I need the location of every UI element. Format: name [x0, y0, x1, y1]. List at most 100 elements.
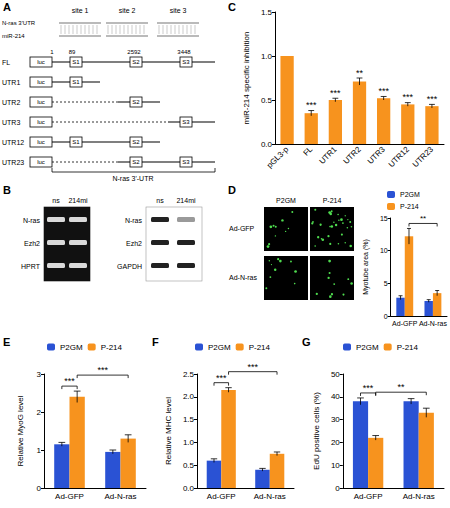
svg-text:UTR1: UTR1: [2, 79, 20, 86]
svg-text:Ad-GFP: Ad-GFP: [392, 320, 418, 327]
svg-text:FL: FL: [301, 144, 314, 157]
svg-text:10: 10: [380, 247, 388, 254]
svg-text:S1: S1: [72, 139, 80, 145]
svg-text:P-214: P-214: [397, 343, 419, 352]
svg-text:***: ***: [306, 100, 317, 110]
svg-text:1.0: 1.0: [261, 52, 273, 61]
svg-text:Ad-GFP: Ad-GFP: [207, 492, 236, 501]
svg-text:10: 10: [331, 461, 340, 470]
svg-text:UTR12: UTR12: [2, 139, 24, 146]
svg-text:89: 89: [69, 49, 76, 55]
svg-text:S3: S3: [182, 159, 190, 165]
svg-text:site 2: site 2: [119, 7, 136, 14]
svg-text:UTR2: UTR2: [342, 144, 364, 166]
svg-text:5: 5: [384, 280, 388, 287]
svg-text:HPRT: HPRT: [21, 263, 41, 270]
svg-text:UTR3: UTR3: [366, 144, 388, 166]
svg-text:pGL3-p: pGL3-p: [265, 144, 291, 170]
svg-text:Ad-N-ras: Ad-N-ras: [104, 492, 136, 501]
svg-text:luc: luc: [37, 79, 45, 85]
svg-text:30: 30: [331, 415, 340, 424]
svg-text:Ad-N-ras: Ad-N-ras: [419, 320, 448, 327]
svg-text:F: F: [152, 336, 159, 348]
svg-text:N-ras: N-ras: [125, 217, 143, 224]
svg-text:E: E: [3, 336, 10, 348]
svg-text:**: **: [420, 214, 426, 223]
svg-text:1: 1: [37, 446, 42, 455]
svg-text:S3: S3: [182, 119, 190, 125]
svg-text:Ad-N-ras: Ad-N-ras: [254, 492, 286, 501]
svg-text:B: B: [3, 184, 11, 196]
svg-text:3: 3: [37, 370, 42, 379]
svg-text:20: 20: [331, 438, 340, 447]
svg-text:Ad-GFP: Ad-GFP: [229, 225, 255, 232]
svg-text:P-214: P-214: [400, 203, 419, 210]
svg-text:A: A: [3, 1, 11, 13]
svg-text:***: ***: [363, 383, 374, 393]
svg-text:D: D: [228, 184, 236, 196]
svg-text:***: ***: [64, 376, 75, 386]
svg-text:S1: S1: [72, 59, 80, 65]
svg-text:miR-214 specific inhibition: miR-214 specific inhibition: [242, 32, 251, 125]
svg-text:miR-214: miR-214: [2, 33, 25, 39]
svg-text:214mi: 214mi: [68, 197, 88, 204]
svg-text:P2GM: P2GM: [60, 343, 83, 352]
svg-text:0.5: 0.5: [261, 96, 273, 105]
svg-text:P2GM: P2GM: [400, 191, 420, 198]
svg-text:luc: luc: [37, 159, 45, 165]
svg-text:***: ***: [330, 88, 341, 98]
svg-text:P-214: P-214: [249, 343, 271, 352]
svg-text:S2: S2: [132, 139, 140, 145]
svg-text:FL: FL: [2, 59, 10, 66]
svg-text:ns: ns: [52, 197, 60, 204]
svg-text:Relative MHC level: Relative MHC level: [164, 397, 173, 465]
svg-text:40: 40: [331, 392, 340, 401]
svg-text:UTR2: UTR2: [2, 99, 20, 106]
svg-text:**: **: [397, 382, 405, 392]
svg-text:***: ***: [216, 373, 227, 383]
svg-text:P2GM: P2GM: [356, 343, 379, 352]
svg-text:P2GM: P2GM: [276, 197, 296, 204]
svg-text:site 3: site 3: [170, 7, 187, 14]
svg-text:luc: luc: [37, 59, 45, 65]
svg-text:Myotube area (%): Myotube area (%): [362, 239, 370, 295]
svg-text:luc: luc: [37, 119, 45, 125]
svg-text:3448: 3448: [177, 49, 191, 55]
svg-text:0.5: 0.5: [183, 461, 195, 470]
svg-text:site 1: site 1: [72, 7, 89, 14]
svg-text:Ezh2: Ezh2: [24, 240, 40, 247]
svg-text:Relative MyoG level: Relative MyoG level: [16, 395, 25, 466]
svg-text:Ad-GFP: Ad-GFP: [354, 492, 383, 501]
svg-text:S3: S3: [182, 59, 190, 65]
svg-text:2.5: 2.5: [183, 370, 195, 379]
svg-text:0: 0: [37, 484, 42, 493]
svg-text:0.0: 0.0: [183, 484, 195, 493]
svg-text:1.5: 1.5: [261, 8, 273, 17]
svg-text:G: G: [302, 336, 311, 348]
svg-text:luc: luc: [37, 139, 45, 145]
svg-text:Ad-GFP: Ad-GFP: [55, 492, 84, 501]
svg-text:S2: S2: [132, 159, 140, 165]
svg-text:1.5: 1.5: [183, 415, 195, 424]
svg-text:2.0: 2.0: [183, 392, 195, 401]
svg-text:GAPDH: GAPDH: [117, 263, 142, 270]
svg-text:0.0: 0.0: [261, 140, 273, 149]
svg-text:**: **: [356, 68, 364, 78]
svg-text:C: C: [228, 1, 236, 13]
svg-text:UTR23: UTR23: [2, 159, 24, 166]
svg-text:214mi: 214mi: [176, 197, 196, 204]
svg-text:Ad-N-ras: Ad-N-ras: [229, 274, 258, 281]
svg-text:S2: S2: [132, 99, 140, 105]
svg-text:***: ***: [248, 362, 259, 372]
svg-text:***: ***: [97, 365, 108, 375]
svg-text:Ezh2: Ezh2: [126, 240, 142, 247]
svg-text:***: ***: [378, 86, 389, 96]
svg-text:UTR12: UTR12: [387, 144, 412, 169]
svg-text:UTR1: UTR1: [317, 144, 339, 166]
svg-text:N-ras 3'-UTR: N-ras 3'-UTR: [112, 175, 153, 182]
svg-text:1.0: 1.0: [183, 438, 195, 447]
svg-text:50: 50: [331, 370, 340, 379]
svg-text:P-214: P-214: [323, 197, 342, 204]
svg-text:UTR3: UTR3: [2, 119, 20, 126]
svg-text:1: 1: [50, 49, 54, 55]
